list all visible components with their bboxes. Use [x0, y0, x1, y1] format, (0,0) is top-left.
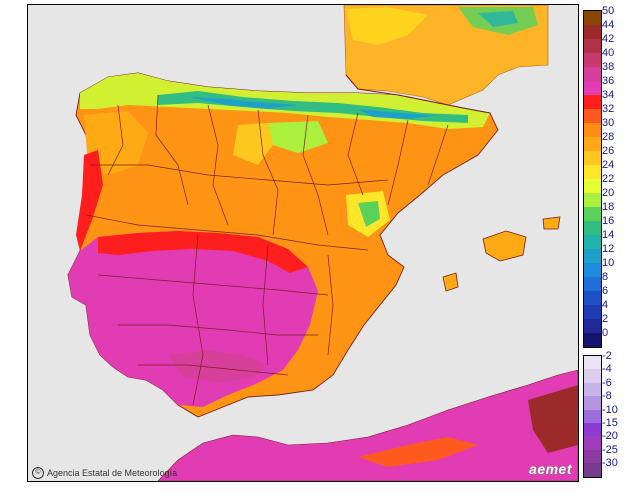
- legend-swatch: [584, 423, 601, 437]
- legend-swatch: [584, 11, 601, 25]
- teruel-cold: [358, 201, 380, 227]
- legend-swatch: [584, 356, 601, 370]
- legend-swatch: [584, 369, 601, 383]
- legend-label: 16: [602, 215, 615, 227]
- legend-swatch: [584, 382, 601, 397]
- legend-swatch: [584, 39, 601, 53]
- legend-swatch: [584, 409, 601, 423]
- legend-label: 50: [602, 5, 615, 17]
- legend-swatch: [584, 53, 601, 67]
- temperature-legend: 50 44 42 40 38 36 34 32 30 28 26 24 22 20 18 16 14 12 10 8 6…: [583, 5, 627, 480]
- legend-label: 4: [602, 299, 609, 311]
- legend-swatch: [584, 137, 601, 151]
- agency-name: Agencia Estatal de Meteorología: [47, 468, 178, 478]
- legend-swatch: [584, 305, 601, 319]
- alps-cold-area: [478, 11, 518, 27]
- legend-swatch: [584, 193, 601, 207]
- legend-swatch: [584, 263, 601, 277]
- agency-credit: © Agencia Estatal de Meteorología: [32, 467, 177, 479]
- legend-label: 0: [602, 327, 609, 339]
- legend-swatch: [584, 235, 601, 249]
- legend-label: -20: [602, 430, 618, 443]
- legend-swatch: [584, 165, 601, 179]
- legend-label: -30: [602, 457, 618, 470]
- copyright-icon: ©: [32, 467, 44, 479]
- mallorca: [482, 230, 527, 262]
- legend-swatch: [584, 207, 601, 221]
- legend-label: 22: [602, 173, 615, 185]
- legend-label: -10: [602, 403, 618, 416]
- pyrenees-border: [345, 74, 491, 114]
- ibiza: [442, 272, 459, 292]
- legend-label: 44: [602, 19, 615, 31]
- legend-swatch: [584, 109, 601, 123]
- legend-label: 36: [602, 75, 615, 87]
- legend-swatch: [584, 179, 601, 193]
- legend-label: 34: [602, 89, 615, 101]
- legend-label: 26: [602, 145, 615, 157]
- legend-label: 2: [602, 313, 609, 325]
- aemet-logo: aemet: [529, 461, 572, 477]
- legend-swatch: [584, 449, 601, 464]
- legend-label: 30: [602, 117, 615, 129]
- legend-swatch: [584, 249, 601, 263]
- legend-swatch: [584, 95, 601, 109]
- legend-swatch: [584, 291, 601, 305]
- legend-swatch: [584, 67, 601, 81]
- legend-label: -15: [602, 417, 618, 429]
- legend-label: -2: [602, 350, 612, 362]
- legend-swatch: [584, 463, 601, 477]
- legend-label: 6: [602, 285, 609, 297]
- legend-swatch: [584, 319, 601, 333]
- temperature-map: © Agencia Estatal de Meteorología aemet: [27, 4, 579, 482]
- legend-positive-scale: [583, 10, 602, 348]
- legend-swatch: [584, 151, 601, 165]
- atlas-cool: [358, 437, 478, 467]
- iberian-system-cool: [268, 121, 328, 153]
- legend-label: 18: [602, 201, 615, 213]
- legend-swatch: [584, 396, 601, 410]
- legend-swatch: [584, 333, 601, 347]
- legend-swatch: [584, 221, 601, 235]
- legend-label: 12: [602, 243, 615, 255]
- legend-label: 32: [602, 103, 615, 115]
- red-fringe: [98, 231, 308, 273]
- legend-label: -8: [602, 390, 612, 403]
- legend-label: -4: [602, 363, 612, 376]
- legend-label: 40: [602, 47, 615, 59]
- map-canvas: [28, 5, 578, 481]
- legend-label: 8: [602, 271, 609, 283]
- legend-swatch: [584, 436, 601, 450]
- legend-label: 10: [602, 257, 615, 269]
- guadalquivir-extreme: [168, 350, 268, 383]
- legend-swatch: [584, 25, 601, 39]
- legend-label: 42: [602, 33, 615, 45]
- legend-label: 20: [602, 187, 615, 199]
- legend-label: 38: [602, 61, 615, 73]
- legend-label: -6: [602, 376, 612, 389]
- legend-label: -25: [602, 443, 618, 456]
- legend-label: 14: [602, 229, 615, 241]
- menorca: [542, 216, 561, 230]
- legend-swatch: [584, 123, 601, 137]
- northwest-warm: [84, 111, 148, 175]
- legend-swatch: [584, 277, 601, 291]
- atlas-extreme: [528, 385, 578, 453]
- north-africa-landmass: [157, 369, 578, 481]
- west-coast-red: [76, 150, 103, 251]
- france-cool-area: [346, 7, 428, 45]
- cantabrian-peaks: [188, 97, 438, 119]
- legend-label: 24: [602, 159, 615, 171]
- legend-label: 28: [602, 131, 615, 143]
- legend-swatch: [584, 81, 601, 95]
- province-borders: [85, 94, 449, 406]
- legend-negative-scale: [583, 355, 602, 478]
